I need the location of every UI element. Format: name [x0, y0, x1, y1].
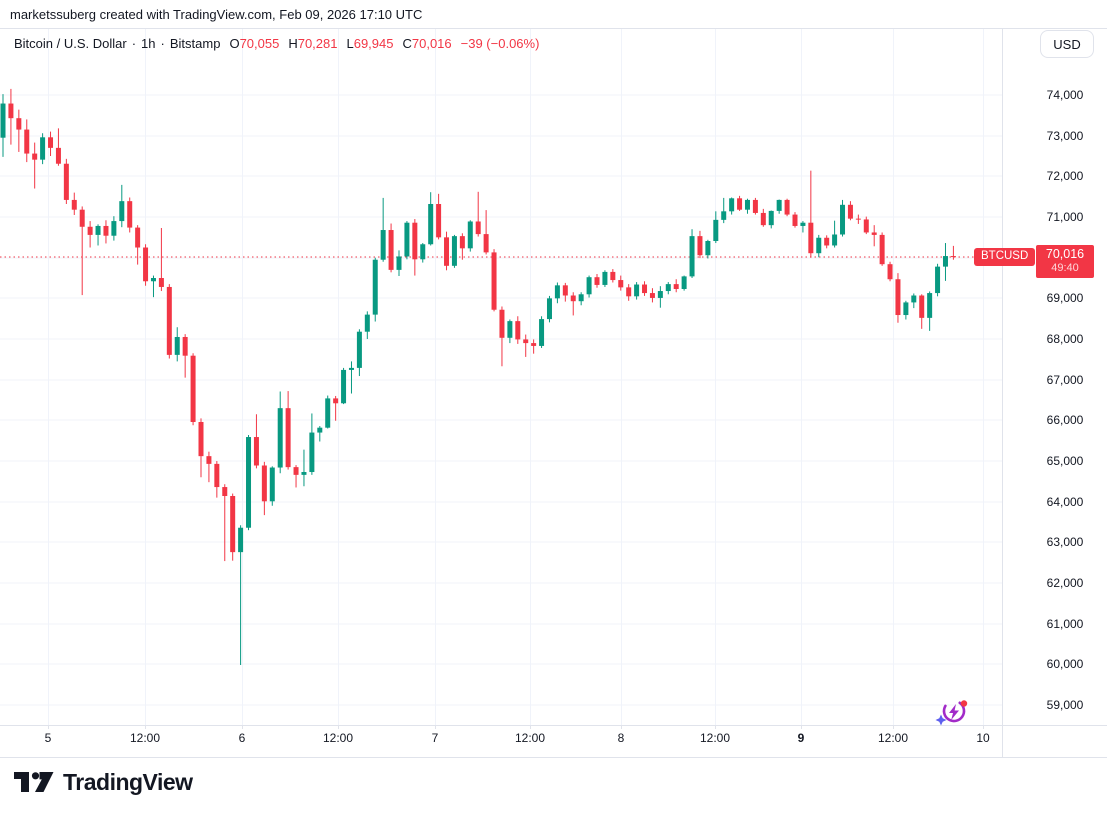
exchange[interactable]: Bitstamp [169, 36, 221, 51]
price-axis-label: 72,000 [1046, 169, 1084, 184]
bottom-border [0, 757, 1107, 758]
time-axis-label: 12:00 [129, 731, 161, 745]
time-axis-label: 7 [431, 731, 439, 745]
price-axis-label: 69,000 [1046, 291, 1084, 306]
ohlc-high: H70,281 [288, 36, 338, 51]
last-price-symbol-tag: BTCUSD [974, 248, 1036, 266]
candlestick-chart[interactable] [0, 0, 1107, 760]
brand-wordmark: TradingView [63, 768, 193, 795]
time-axis-label: 10 [976, 731, 990, 745]
ohlc-close: C70,016 [402, 36, 452, 51]
attribution-text: marketssuberg created with TradingView.c… [10, 7, 423, 22]
swirl-circle [942, 699, 966, 723]
price-axis-label: 71,000 [1046, 210, 1084, 224]
price-axis-label: 68,000 [1046, 332, 1084, 347]
sparkle-star-icon [935, 714, 947, 726]
price-axis-label: 62,000 [1046, 576, 1084, 591]
price-axis-label: 63,000 [1046, 535, 1084, 550]
interval[interactable]: 1h [141, 36, 156, 51]
time-axis-label: 5 [44, 731, 52, 745]
time-axis-label: 12:00 [699, 731, 731, 745]
time-axis-label: 6 [238, 731, 246, 745]
price-axis-label: 73,000 [1046, 128, 1084, 143]
footer-brand[interactable]: TradingView [12, 768, 193, 796]
last-price-value: 70,016 [1045, 247, 1085, 261]
price-axis-label: 64,000 [1046, 494, 1084, 509]
price-axis-label: 74,000 [1046, 88, 1084, 102]
symbol-legend: Bitcoin / U.S. Dollar · 1h · Bitstamp O70,055… [14, 36, 539, 51]
price-axis-label: 59,000 [1046, 698, 1084, 713]
price-axis-label: 67,000 [1046, 372, 1084, 387]
time-axis-label: 8 [617, 731, 625, 745]
currency-toggle-button[interactable]: USD [1040, 30, 1094, 58]
tradingview-logo-glyph [14, 772, 54, 792]
time-axis-label: 12:00 [322, 731, 354, 745]
legend-separator: · [131, 36, 137, 51]
price-axis-label: 61,000 [1046, 616, 1084, 631]
time-axis-label: 9 [797, 731, 805, 745]
flash-news-icon[interactable] [934, 694, 970, 730]
symbol-name[interactable]: Bitcoin / U.S. Dollar [14, 36, 127, 51]
lightning-bolt-icon [949, 704, 959, 720]
price-change: −39 (−0.06%) [460, 36, 540, 51]
top-border [0, 28, 1107, 29]
red-notification-dot [960, 700, 968, 707]
price-axis-label: 60,000 [1046, 657, 1084, 672]
pricescale-border [1002, 28, 1003, 757]
ohlc-open: O70,055 [229, 36, 280, 51]
time-axis-label: 12:00 [514, 731, 546, 745]
ohlc-low: L69,945 [346, 36, 394, 51]
legend-separator: · [160, 36, 165, 51]
price-axis-label: 65,000 [1046, 454, 1084, 469]
bar-countdown: 49:40 [1051, 262, 1079, 274]
timescale-border [0, 725, 1107, 726]
last-price-box: 70,016 49:40 [1036, 245, 1094, 278]
price-axis-label: 66,000 [1046, 413, 1084, 428]
time-axis-label: 12:00 [877, 731, 909, 745]
